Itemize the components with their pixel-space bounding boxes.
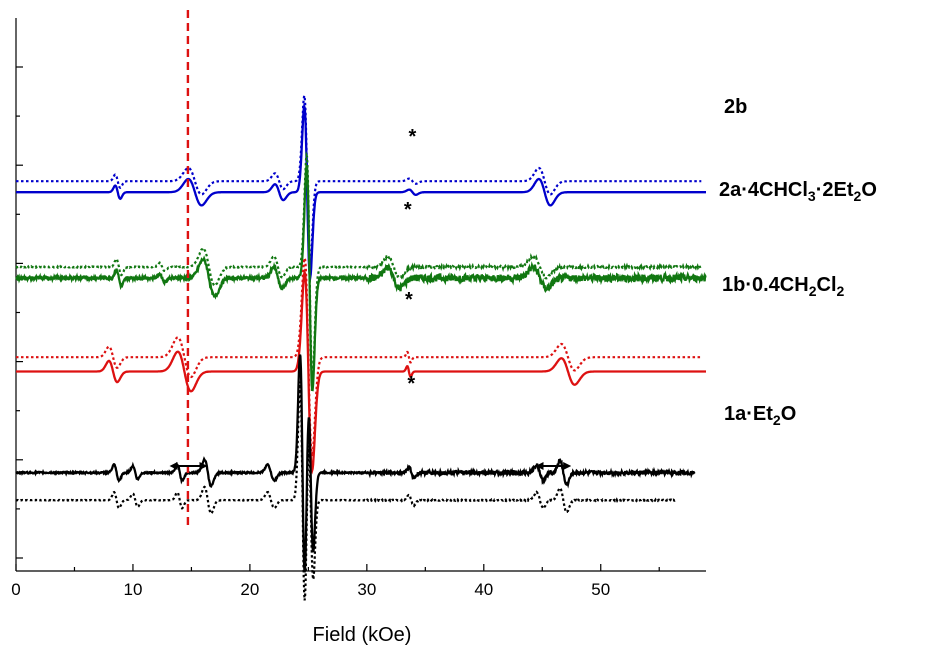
series-dotted-line bbox=[15, 150, 703, 380]
annotations: * * * * bbox=[169, 10, 572, 525]
asterisk-marker: * bbox=[407, 373, 415, 395]
series-solid-line bbox=[16, 102, 706, 282]
series-solid-line bbox=[16, 268, 706, 475]
x-tick-label: 0 bbox=[11, 580, 20, 599]
series-solid-line bbox=[15, 354, 696, 573]
series-label-2a: 2a·4CHCl3·2Et2O bbox=[719, 179, 877, 204]
x-tick-label: 50 bbox=[591, 580, 610, 599]
axes: 0 10 20 30 40 50 bbox=[11, 18, 706, 599]
x-tick-label: 30 bbox=[357, 580, 376, 599]
asterisk-marker: * bbox=[405, 289, 413, 311]
plot-series bbox=[15, 92, 707, 601]
asterisk-marker: * bbox=[404, 199, 412, 221]
series-dotted-line bbox=[16, 92, 702, 271]
x-axis-label: Field (kOe) bbox=[313, 624, 412, 646]
series-label-1b: 1b·0.4CH2Cl2 bbox=[722, 274, 845, 299]
x-tick-label: 40 bbox=[474, 580, 493, 599]
x-tick-label: 10 bbox=[123, 580, 142, 599]
series-dotted-line bbox=[16, 381, 677, 601]
series-label-1a: 1a·Et2O bbox=[724, 403, 796, 428]
asterisk-marker: * bbox=[409, 126, 417, 148]
x-tick-label: 20 bbox=[240, 580, 259, 599]
series-solid-line bbox=[15, 164, 707, 392]
series-label-2b: 2b bbox=[724, 96, 747, 118]
series-dotted-line bbox=[16, 254, 702, 460]
